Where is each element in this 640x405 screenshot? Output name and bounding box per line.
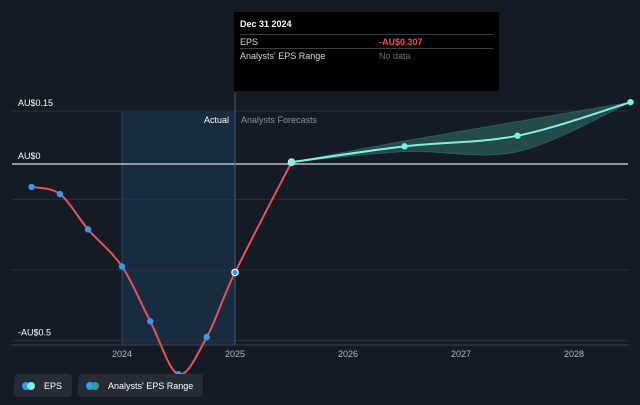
eps-forecast-line <box>291 101 631 164</box>
tooltip-eps-value: -AU$0.307 <box>379 36 423 47</box>
x-tick-label: 2024 <box>112 349 132 359</box>
eps-actual-point <box>118 263 126 270</box>
actual-label: Actual <box>204 115 229 125</box>
chart-tooltip: Dec 31 2024 EPS -AU$0.307 Analysts' EPS … <box>234 12 499 91</box>
y-tick-label: AU$0.15 <box>18 98 53 108</box>
legend-item-range[interactable]: Analysts' EPS Range <box>78 374 204 397</box>
eps-actual-point <box>231 268 239 277</box>
x-tick-label: 2028 <box>564 349 584 359</box>
range-legend-icon <box>86 381 100 390</box>
eps-actual-point <box>84 226 92 233</box>
y-tick-label: -AU$0.5 <box>18 328 51 338</box>
eps-legend-icon <box>22 381 36 390</box>
chart-legend: EPS Analysts' EPS Range <box>14 374 204 397</box>
eps-forecast-point <box>288 159 295 166</box>
eps-actual-point <box>28 183 35 191</box>
actual-period-band <box>122 112 235 345</box>
legend-item-eps[interactable]: EPS <box>14 374 73 397</box>
legend-label-eps: EPS <box>44 380 63 391</box>
tooltip-row-eps: EPS -AU$0.307 <box>240 34 493 48</box>
x-tick-label: 2026 <box>338 349 358 359</box>
y-tick-label: AU$0 <box>18 151 41 161</box>
eps-actual-point <box>147 318 154 325</box>
tooltip-eps-label: EPS <box>240 36 259 47</box>
tooltip-row-range: Analysts' EPS Range No data <box>240 48 493 62</box>
eps-forecast-point <box>401 143 408 150</box>
x-tick-label: 2027 <box>451 349 471 359</box>
tooltip-date: Dec 31 2024 <box>240 19 292 29</box>
eps-actual-point <box>56 190 64 198</box>
eps-forecast-point <box>514 132 521 139</box>
forecast-label: Analysts Forecasts <box>241 115 318 125</box>
legend-label-range: Analysts' EPS Range <box>108 380 194 391</box>
eps-forecast-point <box>627 98 634 106</box>
x-tick-label: 2025 <box>225 349 245 359</box>
tooltip-range-value: No data <box>379 50 411 61</box>
eps-actual-point <box>203 333 210 341</box>
tooltip-range-label: Analysts' EPS Range <box>240 50 326 61</box>
